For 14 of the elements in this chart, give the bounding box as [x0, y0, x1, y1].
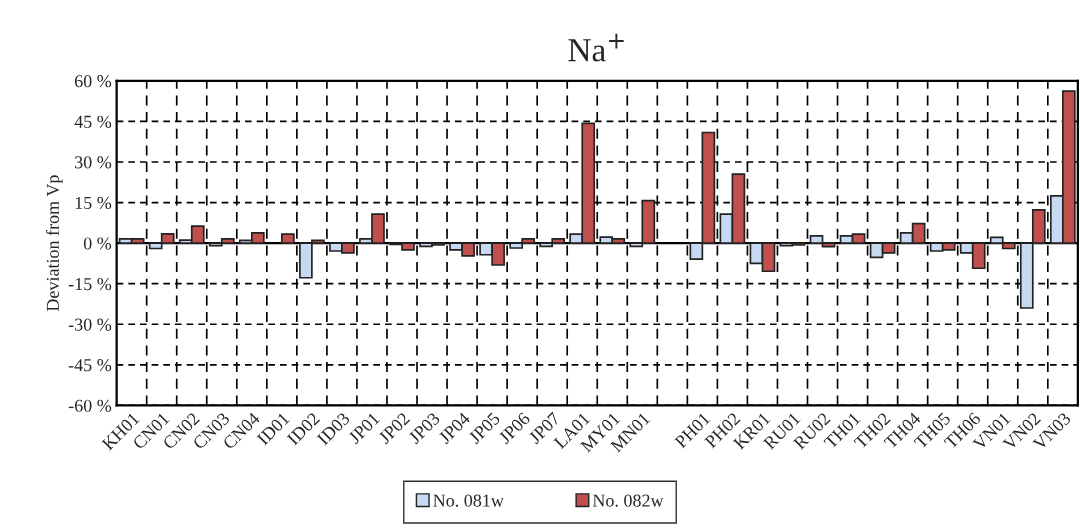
chart-title: Na$^{+}$: [568, 33, 624, 62]
bar: [281, 233, 295, 244]
y-tick-label: -60 %: [68, 399, 112, 412]
y-tick-label: -45 %: [68, 359, 112, 372]
legend-label: No. 082w: [592, 494, 664, 507]
y-tick-label: 45 %: [74, 115, 112, 128]
y-tick-label: -15 %: [68, 277, 112, 291]
y-tick-label: -30 %: [68, 318, 112, 331]
y-tick-label: 0 %: [83, 237, 112, 250]
legend-label: No. 081w: [433, 494, 504, 507]
y-tick-label: 15 %: [75, 196, 112, 210]
y-tick-label: 60 %: [74, 75, 112, 88]
y-axis-title: Deviation from Vp: [46, 175, 63, 312]
y-tick-label: 30 %: [75, 156, 112, 169]
